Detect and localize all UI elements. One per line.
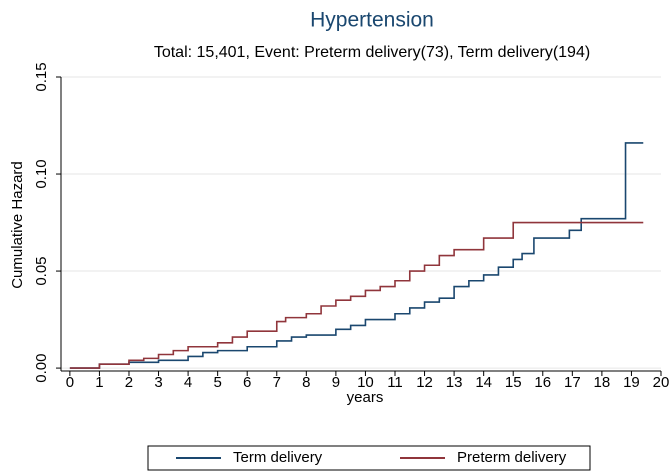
series-line [69, 142, 644, 369]
legend-box [147, 445, 591, 471]
y-tick-label: 0.10 [33, 159, 50, 188]
y-tick-label: 0.15 [33, 62, 50, 91]
x-tick-label: 13 [446, 374, 463, 391]
x-tick-label: 20 [653, 374, 670, 391]
x-tick-label: 14 [475, 374, 492, 391]
x-tick-label: 4 [184, 374, 192, 391]
x-tick-label: 8 [302, 374, 310, 391]
chart-title: Hypertension [310, 9, 434, 32]
x-tick-label: 9 [332, 374, 340, 391]
y-tick-label: 0.05 [33, 256, 50, 285]
x-tick-label: 2 [125, 374, 133, 391]
x-tick-label: 3 [154, 374, 162, 391]
y-axis-label: Cumulative Hazard [9, 161, 26, 289]
x-tick-label: 1 [95, 374, 103, 391]
x-tick-label: 7 [273, 374, 281, 391]
x-tick-label: 5 [213, 374, 221, 391]
legend-label: Term delivery [233, 449, 323, 466]
x-tick-label: 15 [505, 374, 522, 391]
x-axis-label: years [347, 389, 384, 406]
legend-label: Preterm delivery [457, 449, 567, 466]
chart-subtitle: Total: 15,401, Event: Preterm delivery(7… [154, 44, 590, 61]
x-tick-label: 19 [623, 374, 640, 391]
x-tick-label: 0 [66, 374, 74, 391]
x-tick-label: 6 [243, 374, 251, 391]
x-tick-label: 11 [387, 374, 403, 391]
x-tick-label: 17 [564, 374, 581, 391]
x-tick-label: 18 [594, 374, 611, 391]
x-tick-label: 10 [357, 374, 374, 391]
x-tick-label: 16 [534, 374, 551, 391]
series-line [69, 221, 644, 369]
y-tick-label: 0.00 [33, 353, 50, 382]
x-tick-label: 12 [416, 374, 433, 391]
